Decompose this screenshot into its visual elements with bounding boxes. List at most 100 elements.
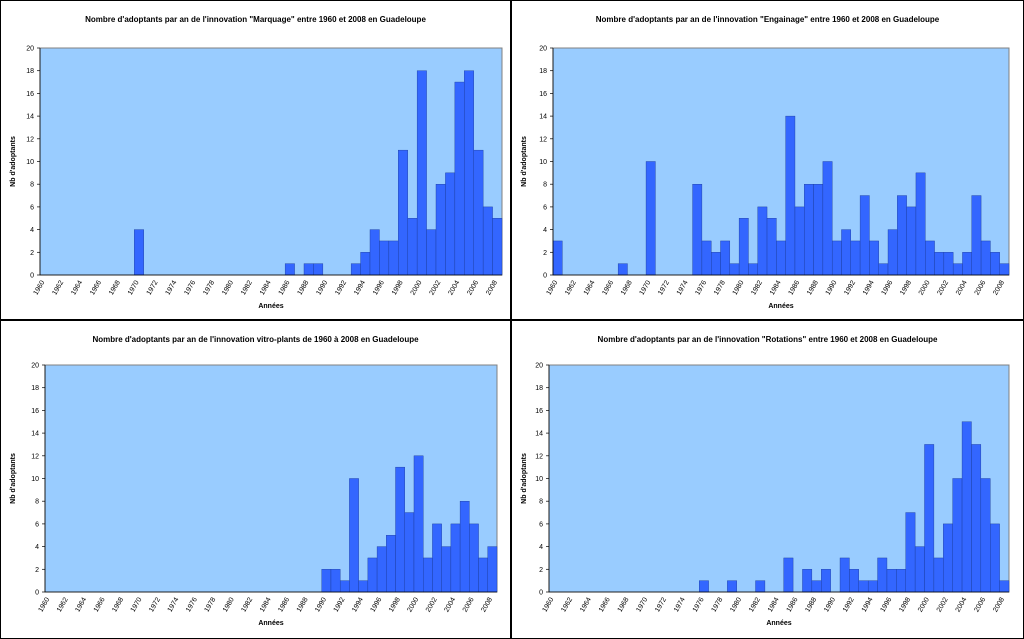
bar (755, 580, 766, 593)
y-axis-label: Nb d'adoptants (521, 136, 528, 187)
y-tick-label: 16 (26, 91, 34, 98)
bar (924, 444, 935, 593)
x-axis-label: Années (768, 303, 793, 310)
bar (831, 240, 842, 276)
chart-title: Nombre d'adoptants par an de l'innovatio… (596, 15, 940, 24)
y-tick-label: 4 (543, 227, 547, 234)
y-tick-label: 12 (539, 136, 547, 143)
bar (350, 263, 361, 276)
bar (804, 183, 814, 276)
bar (802, 569, 813, 593)
y-tick-label: 4 (30, 227, 34, 234)
chart-title: Nombre d'adoptants par an de l'innovatio… (92, 335, 419, 344)
bar (349, 478, 359, 593)
bar (980, 478, 991, 593)
y-tick-label: 6 (539, 521, 543, 528)
bar (395, 466, 405, 593)
y-tick-label: 14 (26, 114, 34, 121)
bar (878, 263, 889, 276)
y-tick-label: 12 (26, 136, 34, 143)
y-tick-label: 0 (35, 590, 39, 597)
y-tick-label: 14 (535, 431, 543, 438)
y-tick-label: 6 (35, 521, 39, 528)
bar (943, 523, 953, 593)
bar (999, 263, 1010, 276)
bar (404, 512, 415, 593)
y-tick-label: 10 (535, 476, 543, 483)
bar (492, 218, 503, 276)
bar (482, 206, 493, 276)
bar (821, 569, 831, 593)
bar (869, 240, 879, 276)
bar (962, 252, 972, 276)
bar (776, 240, 786, 276)
bar (454, 81, 465, 276)
bar (339, 580, 350, 593)
y-tick-label: 16 (31, 408, 39, 415)
bar (699, 580, 709, 593)
y-tick-label: 8 (543, 182, 547, 189)
bar (711, 252, 721, 276)
bar (971, 195, 982, 276)
bar (915, 172, 926, 276)
bar (473, 149, 484, 276)
y-tick-label: 2 (543, 250, 547, 257)
x-axis-label: Années (258, 620, 283, 627)
bar (757, 206, 768, 276)
y-tick-label: 2 (539, 567, 543, 574)
bar (645, 161, 656, 276)
bar (701, 240, 712, 276)
chart-panel: Nombre d'adoptants par an de l'innovatio… (511, 0, 1024, 320)
y-tick-label: 18 (31, 385, 39, 392)
bar (284, 263, 295, 276)
y-tick-label: 14 (539, 114, 547, 121)
x-axis-label: Années (258, 303, 283, 310)
y-tick-label: 16 (535, 408, 543, 415)
bar (952, 263, 963, 276)
y-tick-label: 10 (31, 476, 39, 483)
bar (980, 240, 991, 276)
bar (839, 557, 850, 593)
bar (999, 580, 1010, 593)
y-tick-label: 10 (26, 159, 34, 166)
y-tick-label: 0 (30, 273, 34, 280)
bar (738, 218, 749, 276)
chart-panel: Nombre d'adoptants par an de l'innovatio… (0, 320, 511, 639)
bar (934, 252, 945, 276)
bar (729, 263, 740, 276)
bar (766, 218, 777, 276)
bar (720, 240, 731, 276)
y-tick-label: 8 (35, 499, 39, 506)
chart-panel: Nombre d'adoptants par an de l'innovatio… (511, 320, 1024, 639)
chart-title: Nombre d'adoptants par an de l'innovatio… (598, 335, 938, 344)
bar (943, 252, 954, 276)
bar (841, 229, 851, 276)
bar (445, 172, 456, 276)
y-tick-label: 18 (26, 68, 34, 75)
bar (413, 455, 424, 593)
bar (785, 115, 796, 276)
bar (398, 149, 408, 276)
bar (376, 546, 387, 593)
bar (450, 523, 461, 593)
bar (794, 206, 805, 276)
bar (886, 569, 897, 593)
bar (822, 161, 833, 276)
bar (369, 229, 380, 276)
bar (813, 183, 824, 276)
y-tick-label: 6 (30, 204, 34, 211)
y-tick-label: 2 (30, 250, 34, 257)
bar (478, 557, 488, 593)
bar (858, 580, 869, 593)
bar (896, 569, 906, 593)
y-tick-label: 20 (539, 46, 547, 53)
bar (552, 240, 563, 276)
y-tick-label: 20 (535, 363, 543, 370)
y-tick-label: 20 (26, 46, 34, 53)
bar (358, 580, 369, 593)
y-tick-label: 16 (539, 91, 547, 98)
y-tick-label: 4 (539, 544, 543, 551)
y-axis-label: Nb d'adoptants (10, 453, 17, 504)
bar (459, 500, 470, 593)
y-tick-label: 6 (543, 204, 547, 211)
